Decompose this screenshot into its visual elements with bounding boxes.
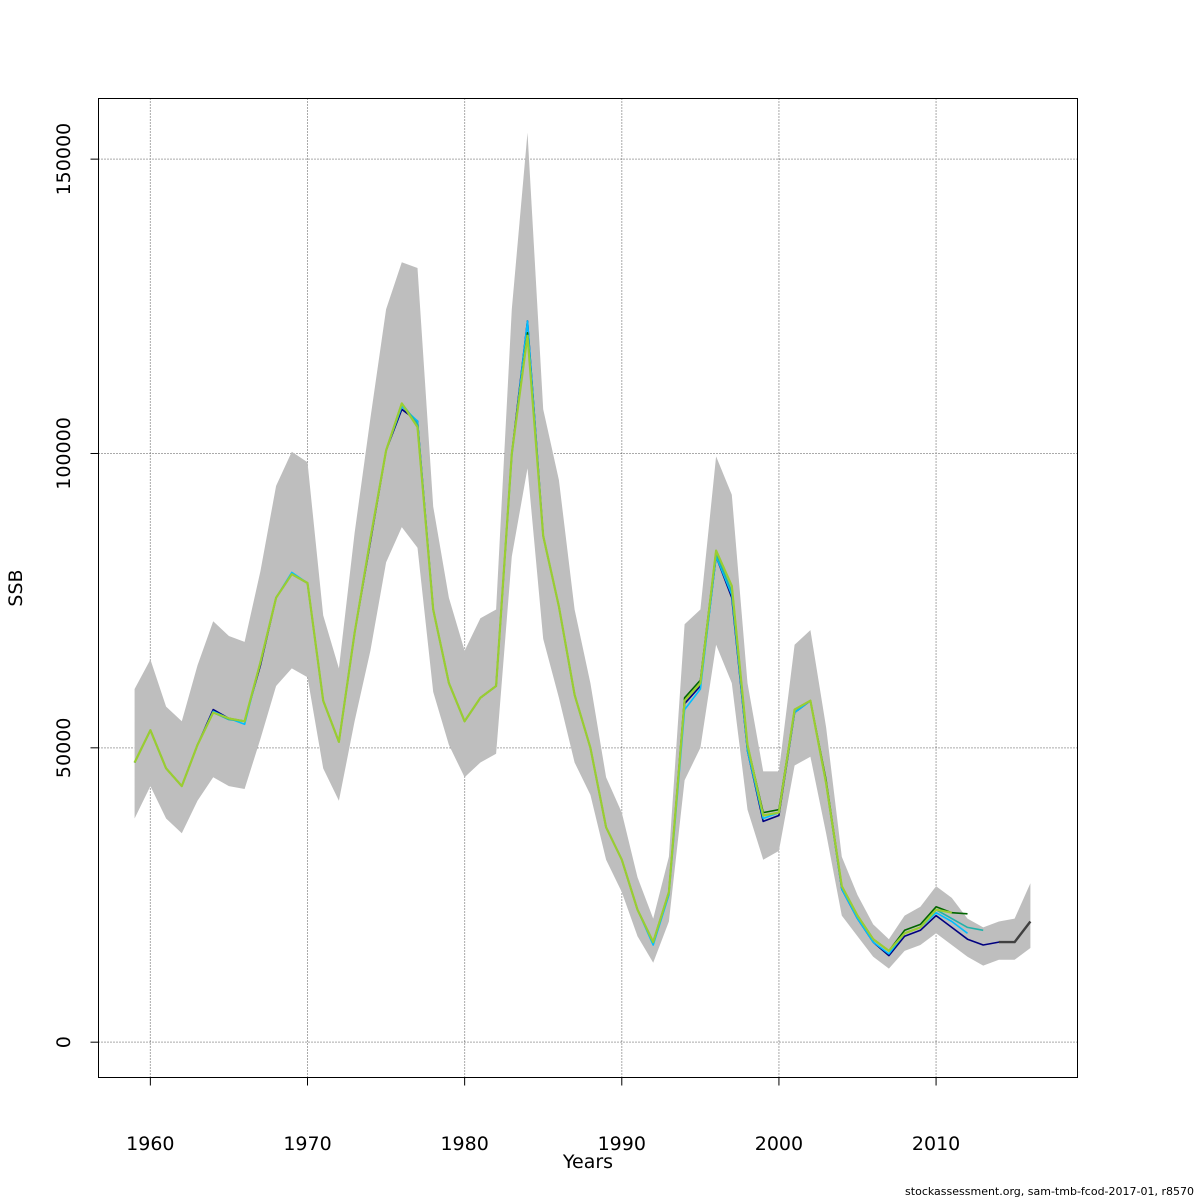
series-line-6	[998, 920, 1032, 944]
x-axis: 1960 1970 1980 1990 2000 2010	[126, 1077, 960, 1155]
x-tick-label: 1960	[126, 1133, 174, 1155]
x-axis-title: Years	[562, 1151, 613, 1173]
x-tick-label: 2010	[912, 1133, 960, 1155]
series-line-5	[133, 334, 953, 953]
confidence-band	[134, 132, 1031, 969]
x-tick-label: 1980	[440, 1133, 488, 1155]
confidence-band-area	[134, 132, 1031, 969]
y-tick-label: 100000	[53, 417, 75, 490]
y-tick-label: 50000	[53, 718, 75, 778]
plot-frame	[98, 98, 1078, 1078]
x-tick-label: 1970	[283, 1133, 331, 1155]
x-tick-label: 1990	[598, 1133, 646, 1155]
series-lines	[133, 320, 1032, 957]
y-tick-label: 0	[53, 1036, 75, 1048]
x-tick-label: 2000	[755, 1133, 803, 1155]
y-axis-title: SSB	[5, 569, 27, 606]
y-tick-label: 150000	[53, 123, 75, 196]
y-axis: 0 50000 100000 150000	[53, 123, 99, 1048]
source-credit: stockassessment.org, sam-tmb-fcod-2017-0…	[905, 1185, 1194, 1198]
